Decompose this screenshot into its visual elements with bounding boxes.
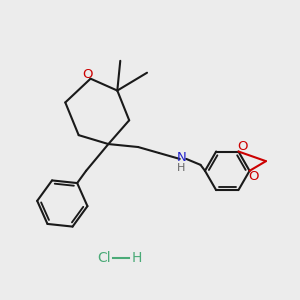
Text: O: O [248,170,259,183]
Text: O: O [82,68,93,81]
Text: Cl: Cl [98,251,111,266]
Text: N: N [176,151,186,164]
Text: H: H [132,251,142,266]
Text: H: H [177,164,185,173]
Text: O: O [237,140,247,153]
